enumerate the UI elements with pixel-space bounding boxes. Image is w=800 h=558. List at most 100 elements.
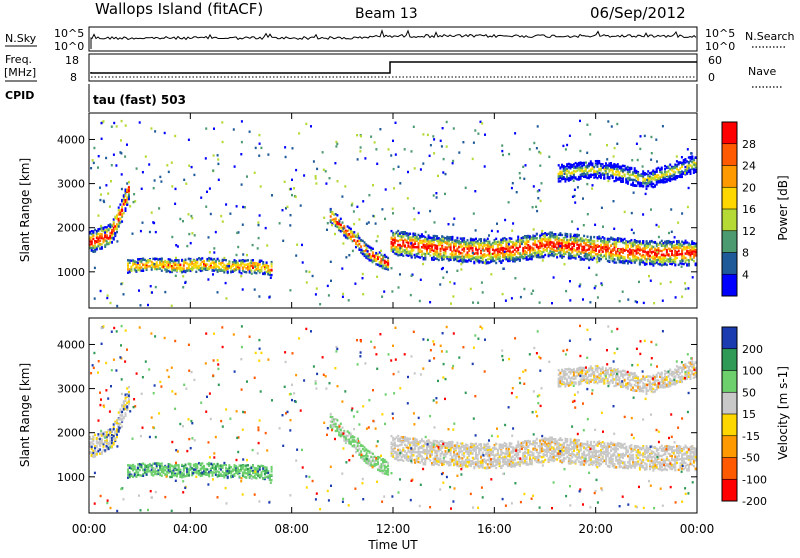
power-cell	[308, 271, 310, 273]
power-cell	[531, 293, 533, 295]
power-cell	[237, 246, 239, 248]
velocity-cell	[128, 401, 130, 403]
power-cell	[603, 238, 605, 240]
power-cell	[592, 164, 594, 166]
power-cell	[536, 147, 538, 149]
power-cell	[185, 183, 187, 185]
velocity-cell	[99, 438, 101, 440]
velocity-cell	[103, 445, 105, 447]
power-cell	[695, 171, 697, 173]
power-cell	[108, 229, 110, 231]
velocity-cell	[128, 398, 130, 400]
power-cell	[356, 235, 358, 237]
power-cell	[260, 147, 262, 149]
velocity-cell	[134, 465, 136, 467]
power-cell	[589, 133, 591, 135]
power-cell	[622, 180, 624, 182]
power-cell	[445, 173, 447, 175]
power-cell	[392, 212, 394, 214]
power-cell	[582, 197, 584, 199]
power-cell	[648, 275, 650, 277]
velocity-cell	[147, 468, 149, 470]
power-cell	[630, 168, 632, 170]
power-cell	[508, 153, 510, 155]
power-cell	[425, 231, 427, 233]
power-cell	[380, 250, 382, 252]
power-cell	[210, 213, 212, 215]
power-cell	[344, 185, 346, 187]
power-cell	[488, 234, 490, 236]
power-cell	[121, 200, 123, 202]
power-cell	[166, 266, 168, 268]
power-cell	[565, 148, 567, 150]
power-cell	[594, 224, 596, 226]
power-cell	[616, 123, 618, 125]
power-cell	[613, 228, 615, 230]
power-cell	[490, 273, 492, 275]
power-cell	[656, 251, 658, 253]
power-cell	[616, 168, 618, 170]
power-cell	[522, 166, 524, 168]
power-cell	[562, 145, 564, 147]
power-cell	[151, 211, 153, 213]
power-cell	[284, 181, 286, 183]
power-cell	[360, 146, 362, 148]
power-cell	[572, 196, 574, 198]
power-cell	[128, 193, 130, 195]
power-cell	[574, 234, 576, 236]
power-cell	[94, 267, 96, 269]
power-cell	[537, 125, 539, 127]
power-cell	[342, 293, 344, 295]
power-cell	[540, 200, 542, 202]
velocity-cell	[113, 435, 115, 437]
power-cell	[467, 239, 469, 241]
power-cell	[374, 141, 376, 143]
power-cell	[91, 249, 93, 251]
velocity-cell	[91, 454, 93, 456]
power-cell	[110, 180, 112, 182]
power-cell	[298, 132, 300, 134]
power-cell	[600, 244, 602, 246]
nave-tick-bottom: 0	[708, 71, 715, 84]
power-cell	[130, 270, 132, 272]
power-cell	[212, 169, 214, 171]
power-cell	[537, 190, 539, 192]
power-cell	[495, 238, 497, 240]
power-cell	[608, 260, 610, 262]
power-cell	[125, 207, 127, 209]
power-cell	[350, 228, 352, 230]
power-cell	[360, 135, 362, 137]
power-cell	[533, 142, 535, 144]
power-cell	[351, 204, 353, 206]
power-cell	[678, 240, 680, 242]
power-cell	[366, 247, 368, 249]
power-cell	[91, 241, 93, 243]
power-cell	[336, 214, 338, 216]
power-cell	[583, 162, 585, 164]
power-cell	[439, 283, 441, 285]
power-cell	[657, 247, 659, 249]
power-cell	[475, 229, 477, 231]
power-cell	[472, 247, 474, 249]
power-cell	[429, 301, 431, 303]
power-cell	[561, 234, 563, 236]
power-cell	[564, 180, 566, 182]
power-cell	[241, 141, 243, 143]
power-cell	[557, 248, 559, 250]
power-cell	[435, 192, 437, 194]
power-cell	[358, 218, 360, 220]
power-cell	[315, 182, 317, 184]
power-cell	[650, 136, 652, 138]
power-cell	[296, 244, 298, 246]
power-cell	[362, 293, 364, 295]
power-cell	[96, 248, 98, 250]
power-cell	[178, 261, 180, 263]
power-cell	[574, 189, 576, 191]
power-cell	[345, 256, 347, 258]
power-cell	[596, 274, 598, 276]
power-cell	[523, 288, 525, 290]
power-cell	[119, 222, 121, 224]
power-cell	[306, 281, 308, 283]
power-cell	[536, 210, 538, 212]
